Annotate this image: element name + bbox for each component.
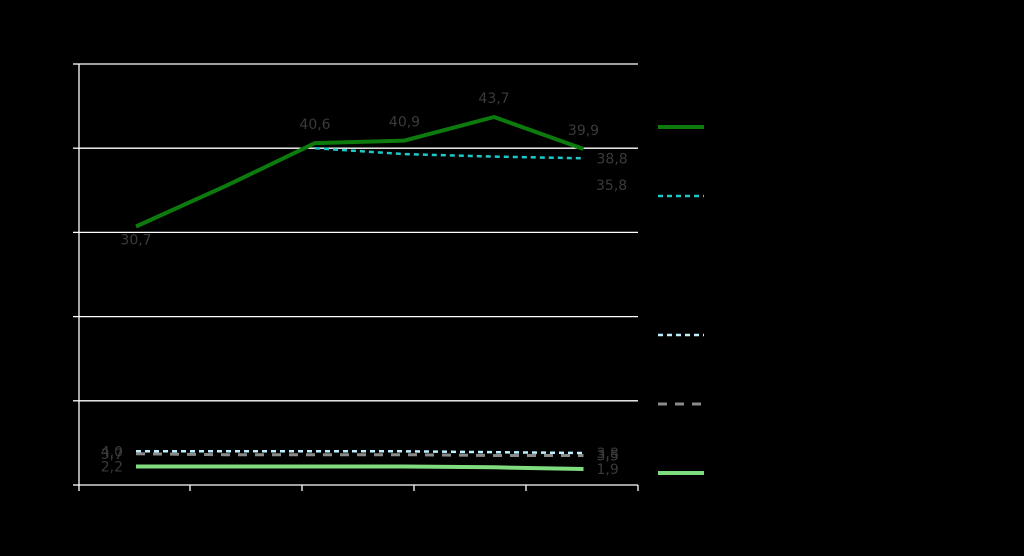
series-line-5 [136, 464, 584, 471]
annotation-label: 35,8 [596, 178, 627, 194]
series-line-3 [136, 450, 584, 455]
data-label: 2,2 [101, 459, 123, 475]
data-label: 43,7 [478, 91, 509, 107]
data-label: 3,8 [597, 446, 619, 462]
data-labels: 30,7 40,6 40,9 43,7 39,9 38,8 4,0 3,8 3,7 3,5 2,2 1… [101, 91, 628, 478]
data-label: 38,8 [597, 151, 628, 167]
data-label: 40,9 [389, 115, 420, 131]
data-label: 39,9 [568, 123, 599, 139]
series-line-1 [135, 115, 585, 229]
data-label: 3,7 [101, 447, 123, 463]
data-label: 3,5 [597, 449, 619, 465]
series-line-4 [135, 452, 584, 457]
legend [658, 125, 704, 475]
gridlines [79, 63, 638, 402]
data-label: 4,0 [101, 444, 123, 460]
data-label: 30,7 [120, 233, 151, 249]
data-label: 1,9 [597, 462, 619, 478]
axes [73, 63, 639, 491]
data-label: 40,6 [299, 117, 330, 133]
series-lines [135, 115, 585, 471]
